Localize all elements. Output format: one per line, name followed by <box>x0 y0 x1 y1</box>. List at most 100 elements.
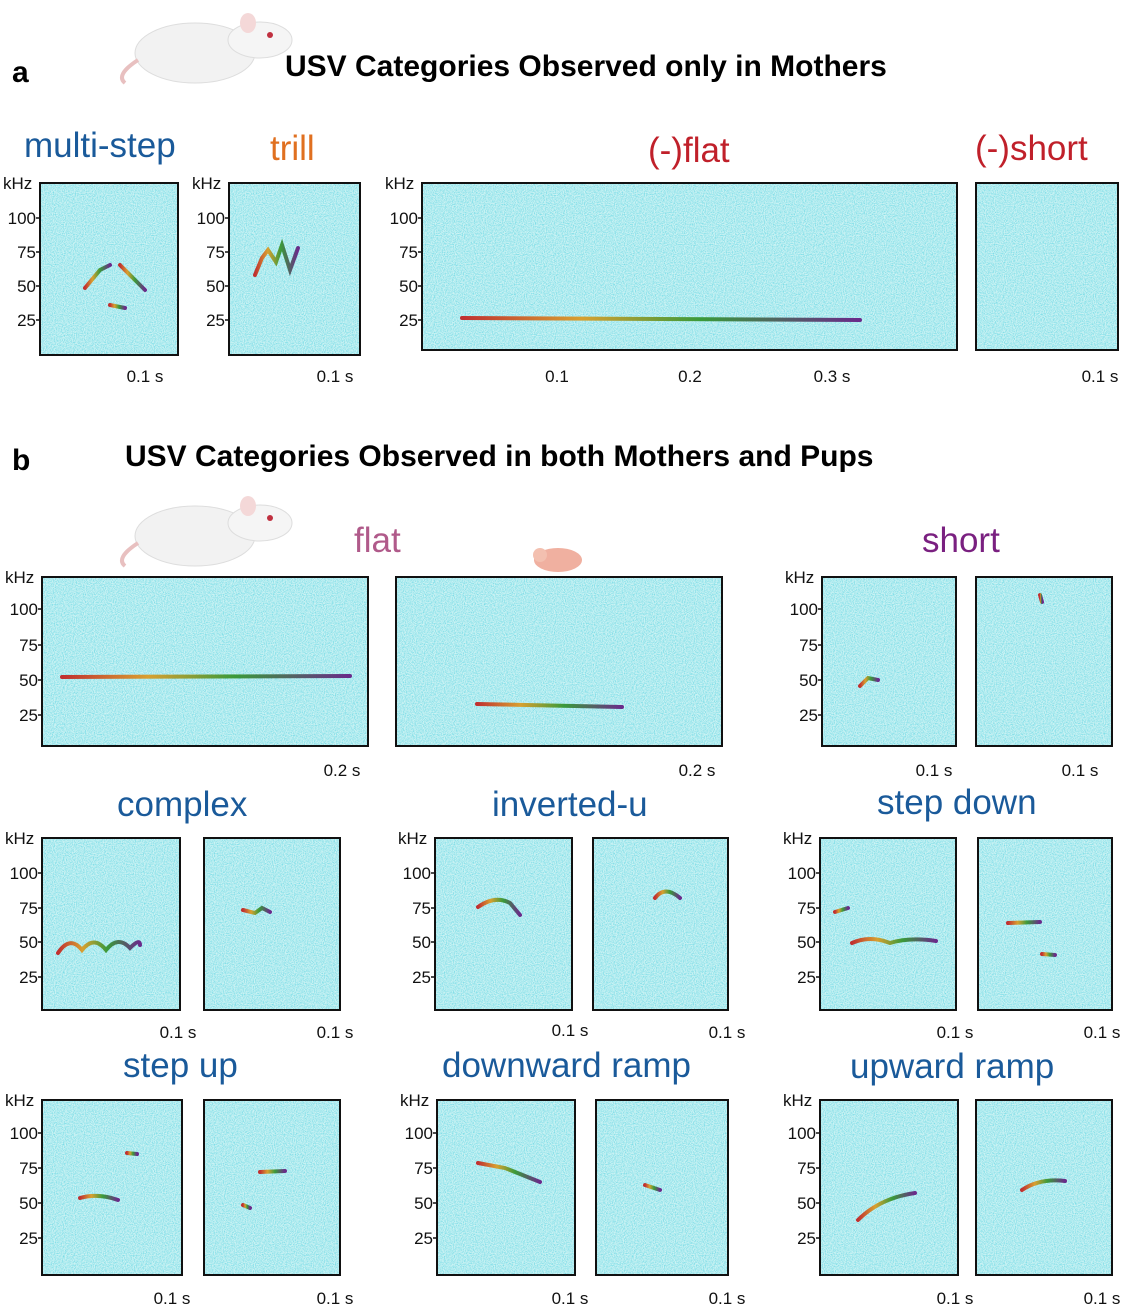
category-label: inverted-u <box>492 785 648 824</box>
panel-title: USV Categories Observed only in Mothers <box>285 50 887 83</box>
y-unit: kHz <box>783 829 812 848</box>
category-label: downward ramp <box>442 1046 691 1085</box>
x-tick-label: 0.1 <box>545 367 569 386</box>
category-label: flat <box>354 521 401 560</box>
y-tick-label: 75 <box>797 899 816 918</box>
y-tick-label: 50 <box>19 933 38 952</box>
x-tick-label: 0.1 s <box>1084 1023 1121 1042</box>
category-label: short <box>922 521 1000 560</box>
y-tick-label: 100 <box>788 1124 816 1143</box>
y-tick-label: 50 <box>19 671 38 690</box>
spectrogram-noise <box>204 1100 340 1275</box>
x-tick-label: 0.1 s <box>1082 367 1119 386</box>
y-unit: kHz <box>400 1091 429 1110</box>
y-tick-label: 100 <box>197 209 225 228</box>
x-tick-label: 0.2 <box>678 367 702 386</box>
y-unit: kHz <box>5 829 34 848</box>
content: aUSV Categories Observed only in Mothers… <box>3 50 1120 1306</box>
category-label: step down <box>877 783 1037 822</box>
y-tick-label: 100 <box>8 209 36 228</box>
y-tick-label: 25 <box>797 968 816 987</box>
spectrogram-noise <box>822 577 956 746</box>
category-label: complex <box>117 785 248 824</box>
spectrogram-noise <box>40 183 178 355</box>
vocalization-trace <box>260 1171 285 1172</box>
y-tick-label: 50 <box>206 277 225 296</box>
y-tick-label: 25 <box>206 311 225 330</box>
y-unit: kHz <box>398 829 427 848</box>
y-tick-label: 50 <box>17 277 36 296</box>
x-tick-label: 0.1 s <box>1084 1289 1121 1306</box>
y-tick-label: 75 <box>414 1159 433 1178</box>
spectrogram-noise <box>42 577 368 746</box>
x-tick-label: 0.1 s <box>552 1289 589 1306</box>
x-tick-label: 0.2 s <box>324 761 361 780</box>
y-unit: kHz <box>3 174 32 193</box>
y-unit: kHz <box>385 174 414 193</box>
x-tick-label: 0.1 s <box>709 1289 746 1306</box>
spectrogram-noise <box>396 577 722 746</box>
spectrogram-noise <box>976 183 1118 350</box>
x-tick-label: 0.1 s <box>937 1023 974 1042</box>
y-tick-label: 25 <box>19 706 38 725</box>
vocalization-trace <box>243 1205 250 1208</box>
pup-icon <box>533 548 582 572</box>
x-tick-label: 0.1 s <box>709 1023 746 1042</box>
y-tick-label: 75 <box>412 899 431 918</box>
y-unit: kHz <box>785 568 814 587</box>
spectrogram-noise <box>229 183 360 355</box>
y-tick-label: 100 <box>10 864 38 883</box>
y-tick-label: 100 <box>788 864 816 883</box>
spectrogram-noise <box>596 1100 728 1275</box>
x-tick-label: 0.1 s <box>916 761 953 780</box>
vocalization-trace <box>1040 595 1042 602</box>
y-tick-label: 100 <box>403 864 431 883</box>
spectrogram-noise <box>820 1100 958 1275</box>
spectrogram-noise <box>42 838 180 1010</box>
y-tick-label: 50 <box>797 1194 816 1213</box>
spectrogram-noise <box>978 838 1112 1010</box>
y-tick-label: 50 <box>414 1194 433 1213</box>
category-label: step up <box>123 1046 238 1085</box>
y-tick-label: 75 <box>797 1159 816 1178</box>
category-label: upward ramp <box>850 1047 1054 1086</box>
y-tick-label: 100 <box>405 1124 433 1143</box>
category-label: (-)short <box>975 129 1088 168</box>
spectrogram-noise <box>976 577 1112 746</box>
y-unit: kHz <box>783 1091 812 1110</box>
rat-icon <box>122 496 292 566</box>
spectrogram-noise <box>437 1100 575 1275</box>
x-tick-label: 0.1 s <box>552 1021 589 1040</box>
y-tick-label: 50 <box>797 933 816 952</box>
vocalization-trace <box>1042 954 1055 955</box>
x-tick-label: 0.1 s <box>317 367 354 386</box>
y-tick-label: 75 <box>17 243 36 262</box>
figure: aUSV Categories Observed only in Mothers… <box>0 0 1138 1306</box>
y-tick-label: 50 <box>399 277 418 296</box>
x-tick-label: 0.3 s <box>814 367 851 386</box>
y-tick-label: 75 <box>19 1159 38 1178</box>
x-tick-label: 0.1 s <box>937 1289 974 1306</box>
y-tick-label: 25 <box>414 1229 433 1248</box>
y-tick-label: 100 <box>390 209 418 228</box>
y-tick-label: 25 <box>799 706 818 725</box>
y-tick-label: 75 <box>206 243 225 262</box>
vocalization-trace <box>127 1153 137 1154</box>
y-tick-label: 75 <box>399 243 418 262</box>
spectrogram-noise <box>204 838 340 1010</box>
y-tick-label: 25 <box>399 311 418 330</box>
y-tick-label: 50 <box>19 1194 38 1213</box>
x-tick-label: 0.1 s <box>317 1023 354 1042</box>
x-tick-label: 0.1 s <box>154 1289 191 1306</box>
category-label: multi-step <box>24 126 176 165</box>
y-tick-label: 25 <box>412 968 431 987</box>
y-tick-label: 100 <box>10 1124 38 1143</box>
category-label: (-)flat <box>648 131 730 170</box>
vocalization-trace <box>62 676 350 677</box>
x-tick-label: 0.1 s <box>1062 761 1099 780</box>
spectrogram-noise <box>976 1100 1112 1275</box>
y-tick-label: 75 <box>19 636 38 655</box>
y-tick-label: 100 <box>790 600 818 619</box>
y-unit: kHz <box>5 568 34 587</box>
y-unit: kHz <box>5 1091 34 1110</box>
